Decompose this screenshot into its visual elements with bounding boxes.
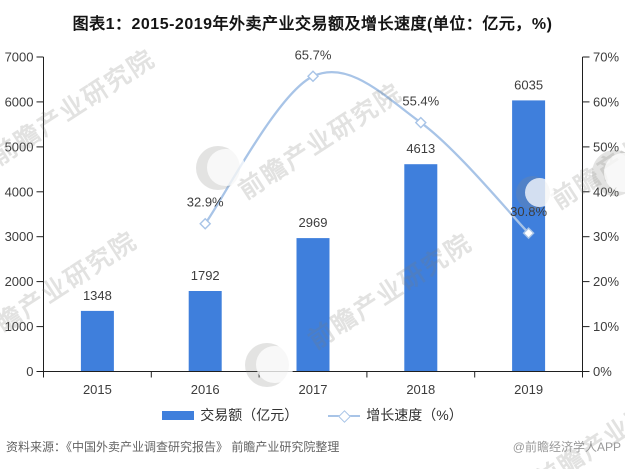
bar-2015 (80, 310, 114, 372)
line-marker (414, 116, 427, 129)
left-axis-tick-label: 2000 (5, 274, 34, 289)
footer: 资料来源：《中国外卖产业调查研究报告》 前瞻产业研究院整理 @前瞻经济学人APP (0, 438, 625, 455)
source-note: 资料来源：《中国外卖产业调查研究报告》 前瞻产业研究院整理 (6, 440, 340, 454)
x-axis-label: 2015 (83, 382, 112, 397)
right-axis-tick-label: 20% (593, 274, 619, 289)
bar-value-label: 6035 (514, 77, 543, 92)
legend-item-bar: 交易额（亿元） (162, 405, 298, 425)
x-axis-label: 2016 (191, 382, 220, 397)
line-marker (307, 70, 319, 83)
line-marker (522, 227, 535, 240)
line-value-label: 65.7% (295, 47, 332, 62)
legend-line-label: 增长速度（%） (366, 407, 463, 423)
line-value-label: 55.4% (402, 94, 439, 109)
line-value-label: 32.9% (187, 195, 224, 210)
chart-title: 图表1：2015-2019年外卖产业交易额及增长速度(单位：亿元，%) (72, 16, 553, 33)
left-axis-tick-label: 6000 (5, 94, 34, 109)
bar-value-label: 1348 (83, 288, 112, 303)
left-axis-tick-label: 3000 (5, 229, 34, 244)
right-axis-tick-label: 10% (593, 319, 619, 334)
line-value-label: 30.8% (510, 204, 547, 219)
right-axis-tick-label: 50% (593, 139, 619, 154)
x-axis-label: 2019 (514, 382, 543, 397)
bar-value-label: 1792 (191, 268, 220, 283)
legend: 交易额（亿元） 增长速度（%） (0, 405, 625, 425)
left-axis-tick-label: 4000 (5, 184, 34, 199)
x-axis-label: 2017 (299, 382, 328, 397)
bar-value-label: 4613 (406, 141, 435, 156)
right-axis-tick-label: 60% (593, 94, 619, 109)
line-marker (199, 217, 212, 230)
bar-2017 (296, 238, 330, 372)
bar-swatch-icon (162, 410, 195, 420)
legend-bar-label: 交易额（亿元） (200, 407, 299, 423)
x-axis-label: 2018 (406, 382, 435, 397)
left-axis-tick-label: 7000 (5, 50, 34, 65)
bar-2016 (188, 291, 222, 372)
growth-line (204, 70, 530, 234)
right-axis-tick-label: 40% (593, 184, 619, 199)
left-axis-tick-label: 0 (26, 364, 33, 379)
bar-value-label: 2969 (299, 215, 328, 230)
right-axis-tick-label: 30% (593, 229, 619, 244)
left-axis-tick-label: 1000 (5, 319, 34, 334)
diamond-marker-icon (338, 409, 352, 423)
left-axis-tick-label: 5000 (5, 139, 34, 154)
right-axis-tick-label: 70% (593, 50, 619, 65)
line-swatch-icon (328, 409, 361, 423)
right-axis-tick-label: 0% (593, 364, 612, 379)
bar-2018 (404, 164, 438, 372)
legend-item-line: 增长速度（%） (328, 405, 463, 425)
credit-note: @前瞻经济学人APP (512, 440, 621, 454)
